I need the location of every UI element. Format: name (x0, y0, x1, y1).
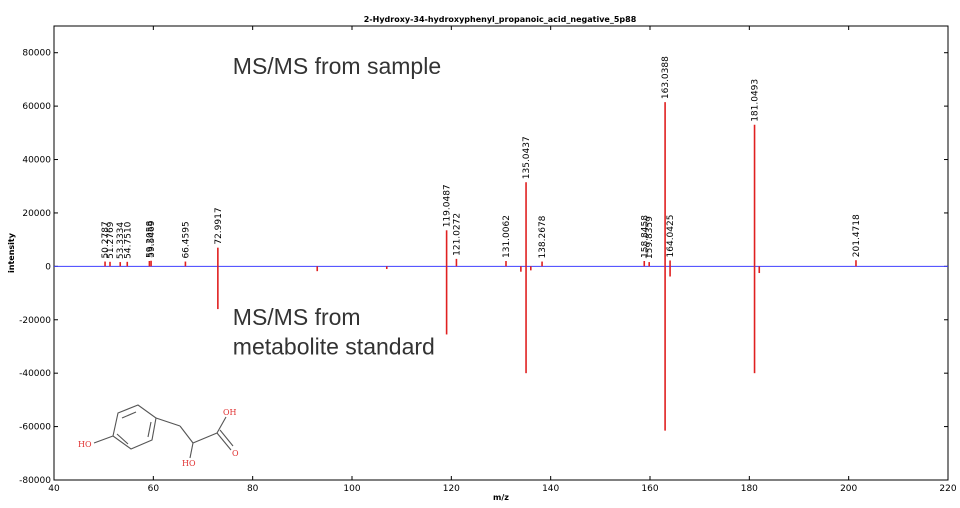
peak-label: 72.9917 (214, 207, 224, 244)
peak-label: 138.2678 (538, 215, 548, 258)
y-tick-label: -20000 (19, 316, 51, 326)
chart-annotation: metabolite standard (233, 333, 435, 359)
peak-label: 131.0062 (502, 215, 512, 258)
structure-label-oh-top: OH (223, 408, 237, 417)
peaks (104, 102, 857, 431)
chart-annotation: MS/MS from sample (233, 53, 441, 79)
peak-label: 159.8359 (645, 216, 655, 259)
y-tick-label: 0 (45, 262, 51, 272)
y-tick-label: 20000 (22, 209, 51, 219)
y-tick-label: -80000 (19, 476, 51, 486)
x-tick-label: 80 (247, 484, 259, 494)
x-tick-label: 40 (48, 484, 60, 494)
chart-title: 2-Hydroxy-34-hydroxyphenyl_propanoic_aci… (364, 15, 637, 24)
peak-label: 201.4718 (852, 214, 862, 257)
plot-frame (53, 25, 949, 481)
peak-label: 158.8458 (640, 215, 650, 258)
y-tick-label: -40000 (19, 369, 51, 379)
x-tick-label: 140 (542, 484, 559, 494)
x-tick-label: 60 (148, 484, 160, 494)
peak-label: 163.0388 (661, 56, 671, 99)
peak-label: 53.3334 (116, 222, 126, 259)
structure-label-ho-left: HO (78, 440, 92, 449)
peak-label: 181.0493 (751, 79, 761, 122)
structure-label-ho-bottom: HO (182, 459, 196, 468)
peak-label: 50.2787 (101, 221, 111, 258)
y-tick-label: 60000 (22, 102, 51, 112)
chemical-structure (93, 404, 234, 459)
x-tick-label: 180 (741, 484, 758, 494)
peak-label: 66.4595 (181, 221, 191, 258)
peak-label: 59.2058 (145, 221, 155, 258)
structure-label-o-carbonyl: O (232, 449, 239, 458)
x-tick-label: 220 (939, 484, 956, 494)
x-tick-label: 160 (641, 484, 658, 494)
peak-label: 135.0437 (522, 136, 532, 179)
peak-label: 54.7510 (123, 221, 133, 258)
peak-label: 59.5469 (147, 220, 157, 257)
y-tick-label: 40000 (22, 156, 51, 166)
peak-label: 121.0272 (452, 213, 462, 256)
y-tick-label: 80000 (22, 49, 51, 59)
x-tick-label: 200 (840, 484, 857, 494)
peak-label: 119.0487 (443, 184, 453, 227)
chart-annotation: MS/MS from (233, 304, 361, 330)
y-axis-label: intensity (7, 232, 16, 273)
x-axis-label: m/z (493, 493, 509, 502)
axis-ticks: 40 60 80 100 120 140 160 180 200 220 -80000 -60000 -… (19, 26, 957, 494)
annotations: MS/MS from sample MS/MS from metabolite st… (233, 53, 441, 359)
y-tick-label: -60000 (19, 423, 51, 433)
x-tick-label: 120 (443, 484, 460, 494)
x-tick-label: 100 (343, 484, 360, 494)
peak-label: 164.0425 (666, 215, 676, 258)
peak-label: 51.2769 (106, 221, 116, 258)
